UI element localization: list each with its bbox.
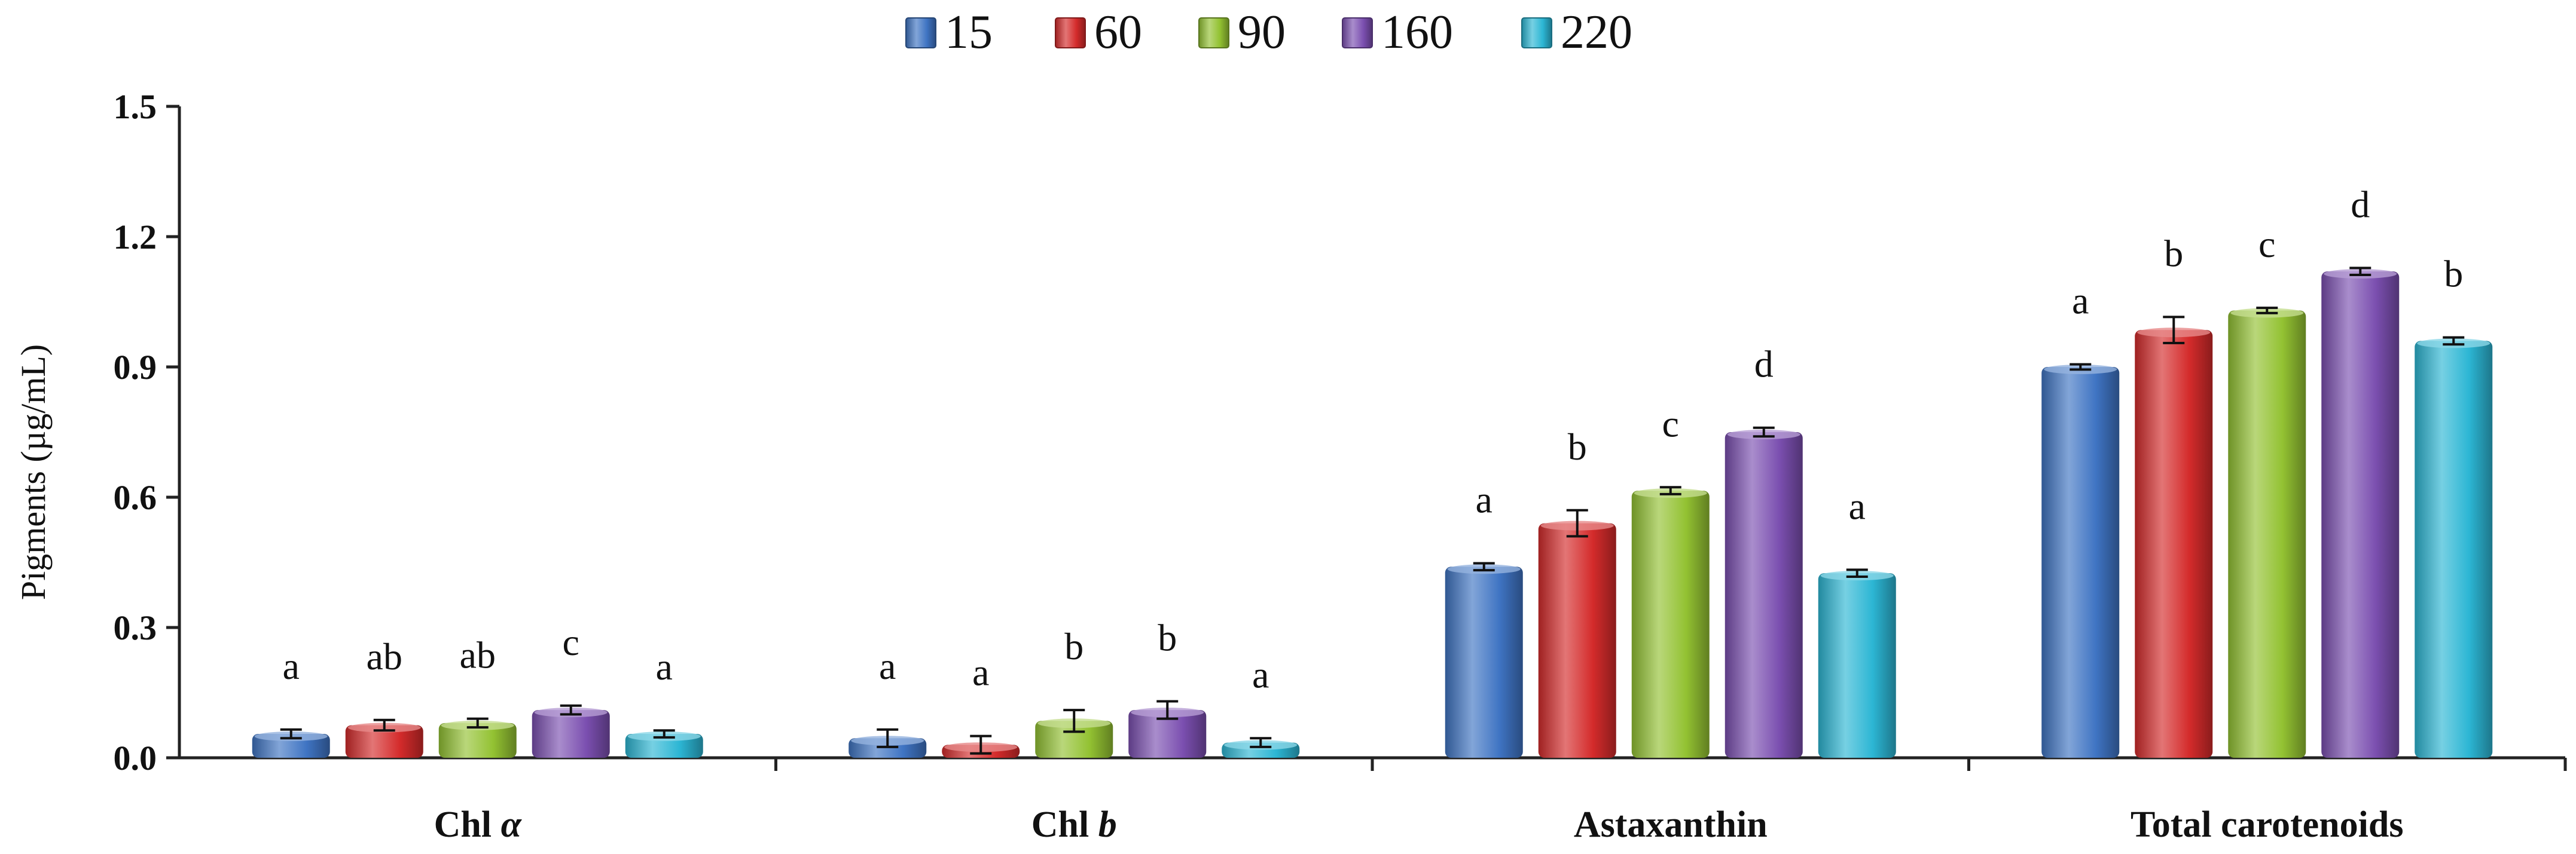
x-tick-label: Chl b — [1031, 804, 1117, 845]
significance-label: b — [1158, 617, 1177, 659]
y-tick-label: 0.0 — [114, 739, 157, 778]
bar — [2135, 330, 2213, 758]
legend-swatch — [1198, 17, 1229, 48]
bar-220-2 — [1818, 568, 1896, 758]
bar-60-0 — [345, 718, 423, 758]
x-tick-label: Total carotenoids — [2131, 804, 2403, 845]
significance-label: a — [1849, 485, 1866, 527]
significance-label: d — [1754, 343, 1774, 385]
significance-label: b — [1064, 625, 1083, 668]
legend-swatch — [1055, 17, 1086, 48]
y-tick-label: 0.9 — [114, 348, 157, 387]
bar-220-3 — [2415, 336, 2493, 758]
legend-swatch — [905, 17, 936, 48]
y-axis-label: Pigments (µg/mL) — [14, 344, 53, 600]
significance-label: c — [563, 621, 579, 663]
bar — [1128, 710, 1207, 758]
bar — [532, 710, 610, 758]
legend-label: 220 — [1561, 6, 1632, 59]
bar — [1538, 523, 1616, 758]
bar — [1631, 491, 1710, 758]
significance-label: b — [1568, 426, 1587, 468]
legend: 15 60 90 160 220 — [905, 6, 1632, 59]
bar — [438, 723, 517, 758]
significance-label: a — [1476, 478, 1493, 521]
y-tick-label: 1.2 — [114, 218, 157, 256]
bar — [1818, 573, 1896, 758]
legend-label: 160 — [1381, 6, 1453, 59]
significance-label: a — [972, 651, 989, 694]
bar-60-1 — [942, 734, 1020, 758]
bar-90-3 — [2228, 307, 2306, 758]
x-tick-label: Chl α — [434, 804, 523, 845]
bar-90-0 — [438, 717, 517, 758]
significance-label: d — [2351, 183, 2370, 225]
legend-swatch — [1521, 17, 1552, 48]
bar — [345, 725, 423, 758]
bar-15-0 — [252, 728, 330, 758]
bar-15-2 — [1445, 562, 1523, 758]
y-axis: 0.0 0.3 0.6 0.9 1.2 1.5 — [114, 87, 181, 778]
significance-label: b — [2164, 232, 2183, 274]
y-tick-label: 1.5 — [114, 87, 157, 126]
significance-label: c — [1662, 402, 1679, 445]
significance-label: a — [283, 645, 300, 687]
legend-item-160: 160 — [1342, 6, 1453, 59]
legend-item-60: 60 — [1055, 6, 1142, 59]
bar-15-3 — [2041, 363, 2120, 758]
bar-15-1 — [849, 728, 927, 758]
bar-160-3 — [2321, 267, 2400, 758]
bar — [2228, 310, 2306, 758]
bar — [2041, 367, 2120, 758]
bar-60-2 — [1538, 509, 1616, 758]
significance-label: b — [2444, 253, 2463, 295]
bar — [1725, 432, 1803, 758]
bar-160-2 — [1725, 426, 1803, 758]
y-tick-label: 0.3 — [114, 608, 157, 647]
significance-label: a — [1252, 653, 1269, 696]
legend-item-90: 90 — [1198, 6, 1286, 59]
significance-label: ab — [460, 634, 496, 677]
bars — [252, 267, 2493, 758]
x-axis: Chl α Chl b Astaxanthin Total carotenoids — [179, 756, 2567, 845]
legend-label: 90 — [1238, 6, 1286, 59]
significance-label: a — [879, 645, 896, 687]
bar-160-0 — [532, 704, 610, 758]
bar — [1035, 721, 1113, 758]
bar — [2321, 271, 2400, 758]
significance-label: ab — [367, 635, 402, 678]
bar — [1445, 567, 1523, 758]
significance-label: a — [656, 645, 673, 688]
bar-90-2 — [1631, 486, 1710, 758]
bar-90-1 — [1035, 709, 1113, 758]
bar-220-1 — [1222, 737, 1300, 758]
y-tick-label: 0.6 — [114, 478, 157, 517]
significance-label: c — [2258, 223, 2275, 265]
significance-label: a — [2072, 280, 2089, 322]
bar-160-1 — [1128, 700, 1207, 758]
legend-item-15: 15 — [905, 6, 993, 59]
bar — [2415, 341, 2493, 758]
bar-60-3 — [2135, 316, 2213, 758]
legend-label: 15 — [945, 6, 993, 59]
x-tick-label: Astaxanthin — [1574, 804, 1768, 845]
legend-label: 60 — [1094, 6, 1142, 59]
legend-item-220: 220 — [1521, 6, 1632, 59]
legend-swatch — [1342, 17, 1373, 48]
bar-220-0 — [625, 729, 703, 758]
